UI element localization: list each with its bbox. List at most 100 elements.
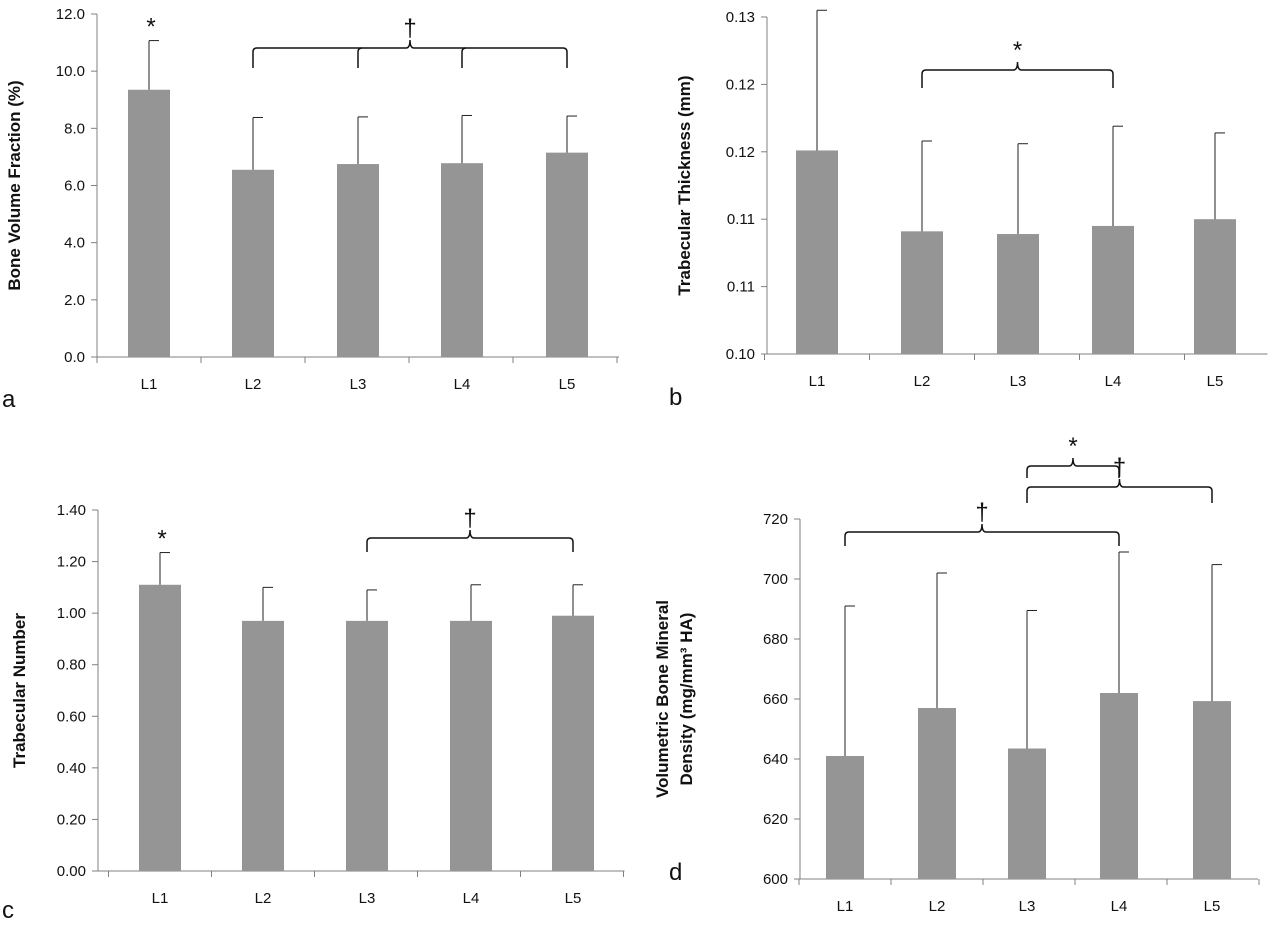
significance-bracket [252, 39, 568, 68]
error-bar-l3 [1017, 143, 1028, 235]
x-tick-label-l2: L2 [255, 890, 272, 907]
error-bar-l5 [1211, 564, 1222, 702]
error-bar-l1 [159, 552, 170, 585]
significance-bracket-tick [357, 47, 363, 68]
y-tick-label: 6.0 [64, 178, 85, 195]
chart-panel-d: 600 620 640 660 680 700 720 L1 L2 L3 L4 L5 Volumetri… [653, 433, 1260, 915]
error-bar-l5 [572, 584, 583, 616]
y-tick-label: 0.10 [726, 346, 755, 363]
x-tick-label-l1: L1 [809, 373, 826, 390]
y-tick-label: 4.0 [64, 235, 85, 252]
panel-letter: c [2, 897, 14, 922]
bar-l2 [232, 169, 274, 357]
x-tick-label-l2: L2 [245, 376, 262, 393]
y-tick-label: 600 [763, 871, 788, 888]
bar-l3 [1008, 748, 1046, 879]
chart-panel-c: 0.00 0.20 0.40 0.60 0.80 1.00 1.20 1.40 L1 L2 L3 L4… [2, 502, 625, 924]
x-tick-label-l1: L1 [837, 898, 854, 915]
x-tick-label-l2: L2 [929, 898, 946, 915]
y-tick-label: 10.0 [56, 63, 85, 80]
y-tick-label: 0.13 [726, 9, 755, 26]
significance-bracket [1026, 457, 1120, 478]
bar-l3 [337, 164, 379, 357]
bar-l1 [796, 150, 838, 354]
error-bar-l2 [921, 140, 932, 232]
significance-bracket [921, 61, 1114, 88]
x-tick-label-l5: L5 [565, 890, 582, 907]
significance-symbol: * [1068, 433, 1077, 460]
x-tick-label-l4: L4 [1111, 898, 1128, 915]
error-bar-l2 [936, 572, 947, 708]
bar-l5 [552, 615, 594, 871]
y-tick-label: 0.11 [727, 279, 755, 296]
y-tick-label: 0.11 [727, 211, 755, 228]
significance-symbol: * [1013, 37, 1022, 64]
error-bar-l1 [816, 9, 827, 151]
significance-bracket-tick [461, 47, 467, 68]
x-tick-label-l5: L5 [559, 376, 576, 393]
significance-symbol: † [463, 505, 476, 532]
x-tick-label-l2: L2 [914, 373, 931, 390]
error-bar-l4 [461, 114, 472, 164]
x-tick-label-l5: L5 [1204, 898, 1221, 915]
error-bar-l3 [366, 589, 377, 621]
x-tick-label-l3: L3 [350, 376, 367, 393]
panel-letter: a [2, 386, 16, 413]
y-axis-label: Volumetric Bone Mineral [653, 600, 672, 798]
y-tick-label: 680 [763, 631, 788, 648]
error-bar-l1 [844, 605, 855, 756]
x-tick-label-l4: L4 [463, 890, 480, 907]
y-tick-label: 0.12 [726, 144, 755, 161]
error-bar-l5 [1214, 132, 1225, 220]
significance-star: * [814, 0, 823, 10]
error-bar-l3 [1026, 610, 1037, 749]
bar-l2 [242, 620, 284, 871]
x-tick-label-l4: L4 [454, 376, 471, 393]
significance-symbol: † [975, 499, 988, 526]
y-tick-label: 12.0 [56, 6, 85, 23]
error-bar-l2 [262, 586, 273, 621]
y-axis-label: Trabecular Number [10, 613, 29, 768]
significance-symbol: † [1113, 454, 1126, 481]
y-tick-label: 640 [763, 751, 788, 768]
significance-bracket [366, 529, 574, 552]
significance-bracket [1026, 478, 1213, 503]
bar-l1 [139, 584, 181, 871]
y-axis-label: Bone Volume Fraction (%) [5, 80, 24, 290]
y-tick-label: 0.40 [57, 760, 86, 777]
y-tick-label: 1.00 [57, 605, 86, 622]
bar-l1 [826, 756, 864, 879]
y-axis-label: Trabecular Thickness (mm) [675, 75, 694, 295]
bar-l3 [346, 620, 388, 871]
y-tick-label: 0.0 [64, 349, 85, 366]
y-tick-label: 0.20 [57, 811, 86, 828]
x-tick-label-l3: L3 [1010, 373, 1027, 390]
y-tick-label: 0.80 [57, 657, 86, 674]
bar-l3 [997, 234, 1039, 354]
chart-panel-b: 0.10 0.11 0.11 0.12 0.12 0.13 L1 L2 L3 L4 L5 Trabec… [669, 0, 1268, 411]
significance-symbol: † [403, 15, 416, 42]
error-bar-l1 [148, 40, 159, 90]
x-tick-label-l1: L1 [152, 890, 169, 907]
bar-l5 [1194, 219, 1236, 354]
x-tick-label-l3: L3 [359, 890, 376, 907]
x-tick-label-l3: L3 [1019, 898, 1036, 915]
error-bar-l4 [1112, 125, 1123, 226]
bar-l4 [1092, 225, 1134, 354]
y-axis-label: Density (mg/mm³ HA) [677, 613, 696, 786]
y-tick-label: 0.12 [726, 76, 755, 93]
x-tick-label-l1: L1 [141, 376, 158, 393]
error-bar-l3 [357, 116, 368, 165]
significance-star: * [146, 14, 155, 41]
panel-letter: b [669, 384, 682, 411]
bar-l4 [450, 620, 492, 871]
y-tick-label: 8.0 [64, 120, 85, 137]
y-tick-label: 1.40 [57, 502, 86, 519]
y-tick-label: 660 [763, 691, 788, 708]
y-tick-label: 0.00 [57, 863, 86, 880]
bar-l5 [546, 152, 588, 357]
error-bar-l5 [566, 115, 577, 153]
bar-l1 [128, 89, 170, 357]
bar-l2 [901, 231, 943, 354]
